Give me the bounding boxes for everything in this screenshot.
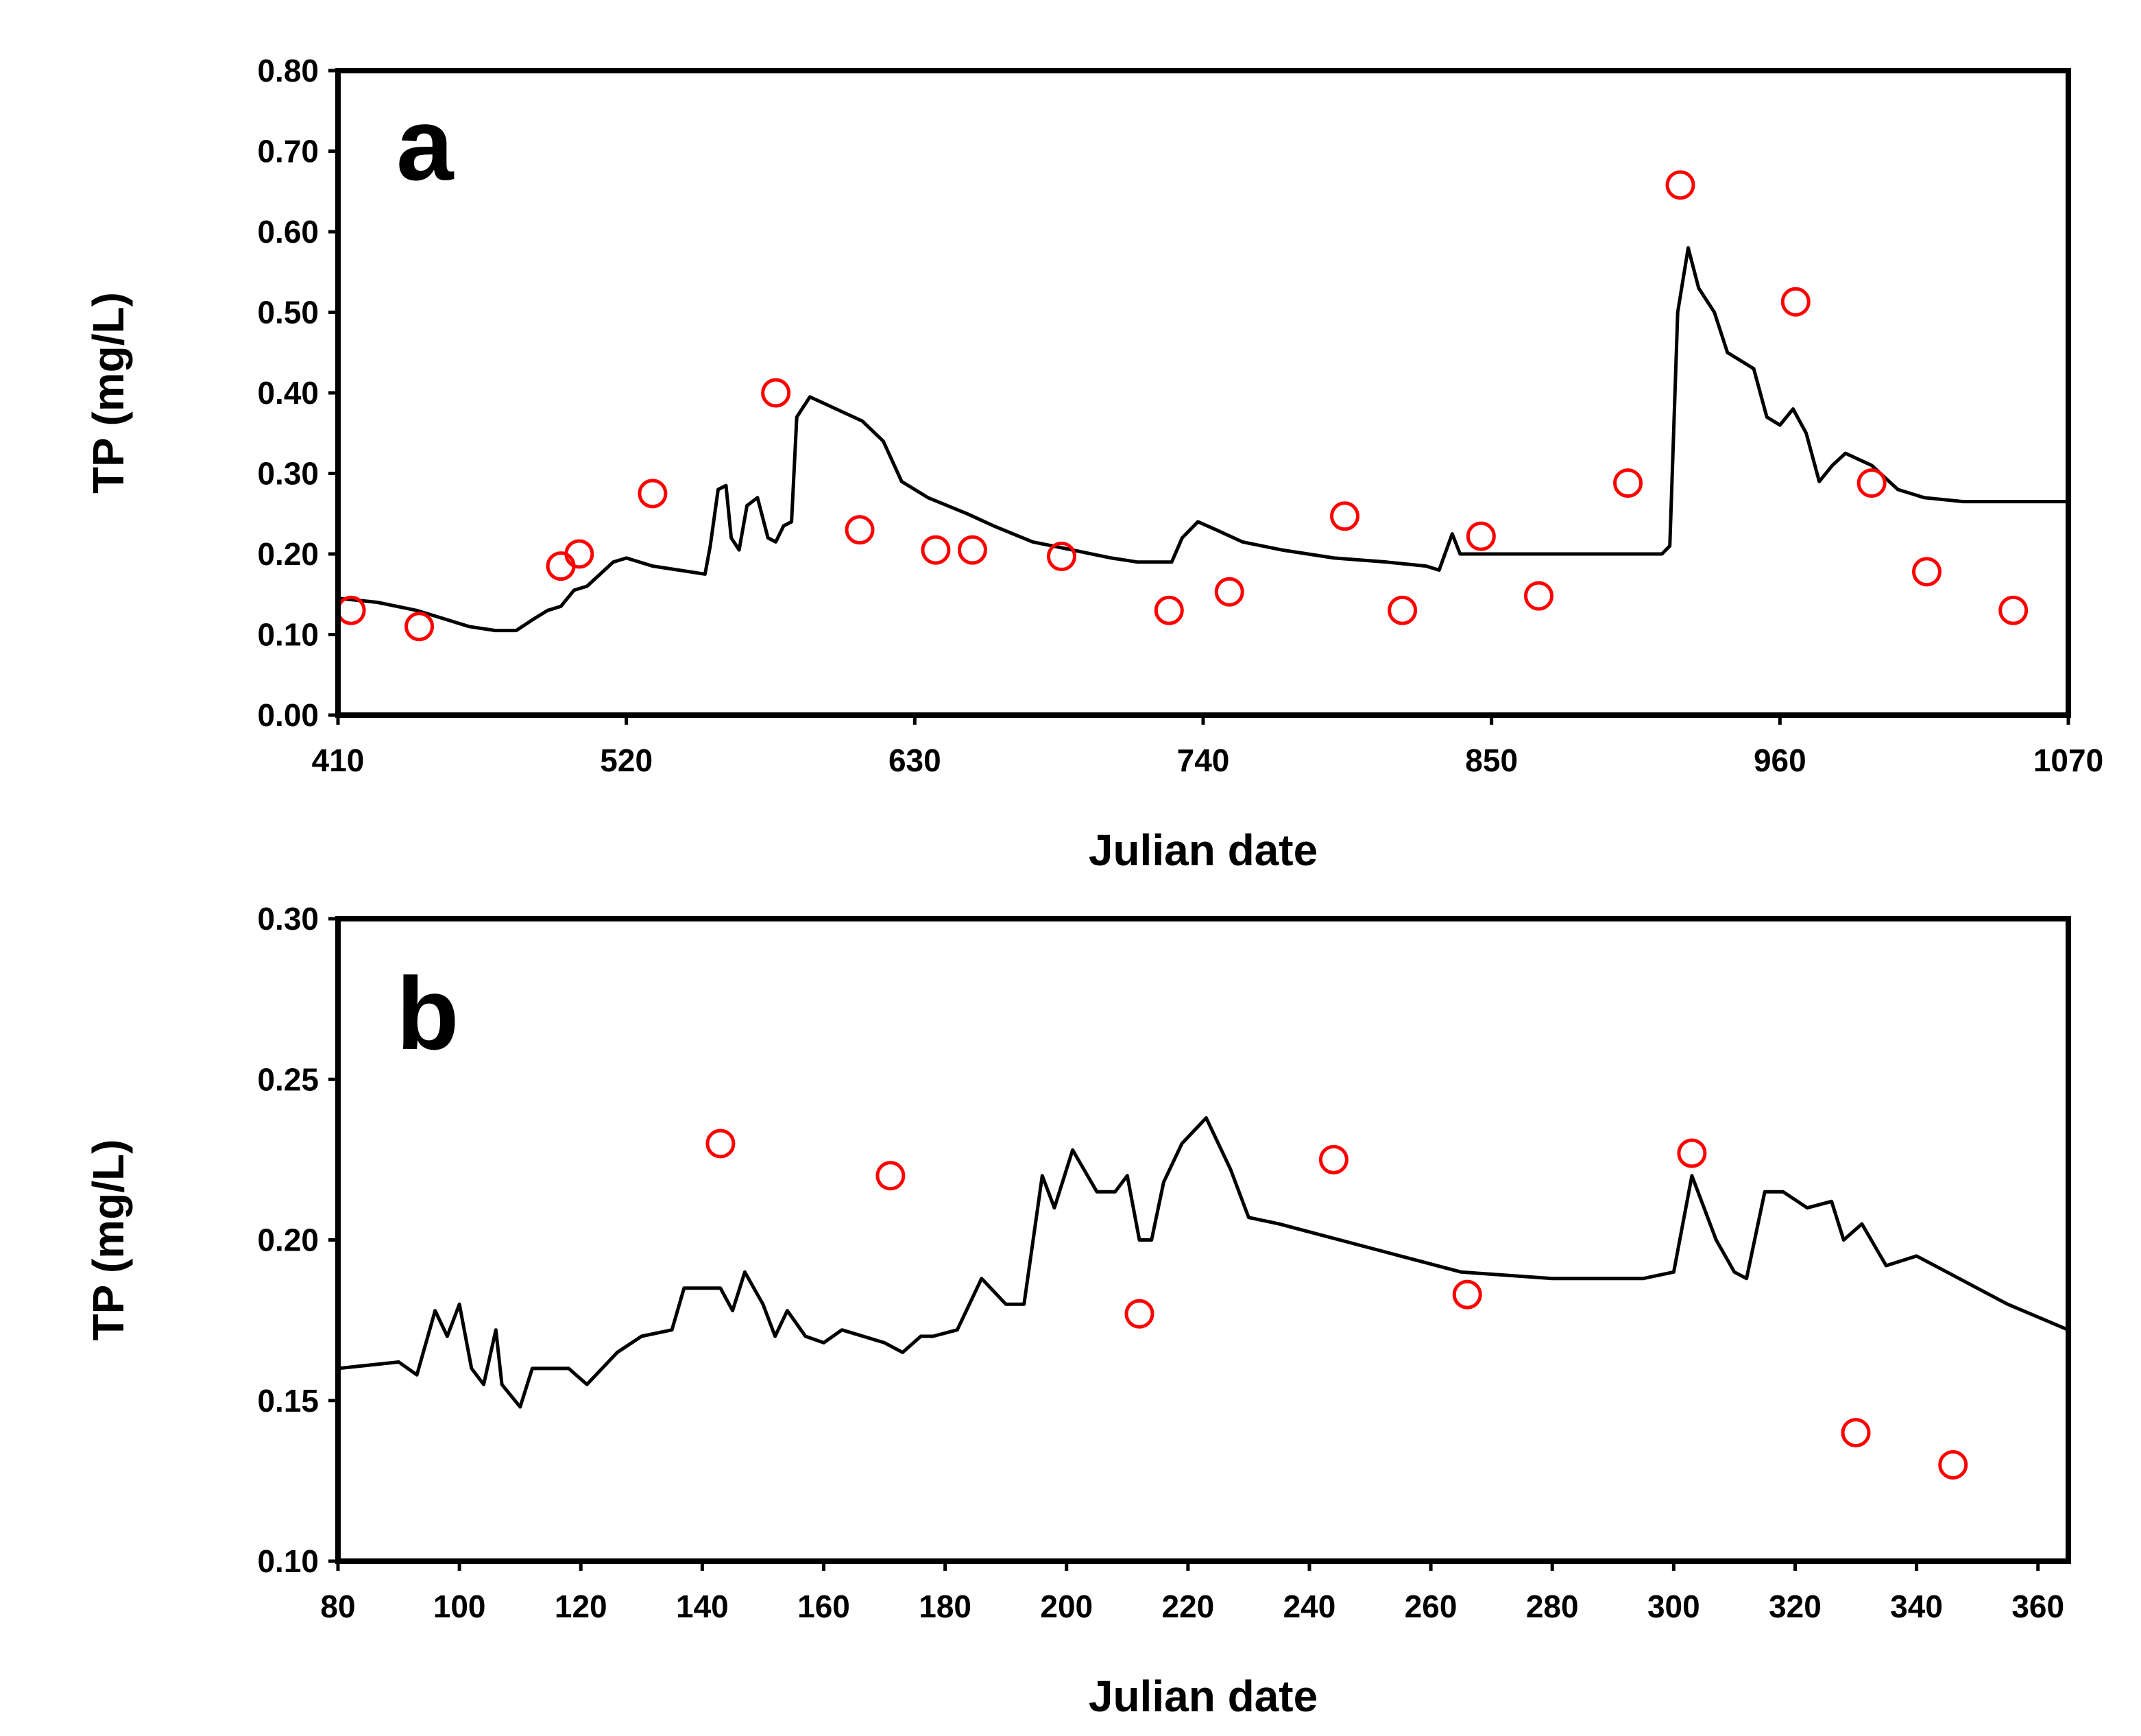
y-tick-label: 0.10 bbox=[257, 1543, 319, 1579]
observed-tp-point bbox=[1524, 581, 1554, 611]
x-tick-label: 240 bbox=[1283, 1589, 1336, 1624]
observed-tp-point bbox=[1154, 595, 1184, 625]
observed-tp-point bbox=[1613, 468, 1643, 498]
x-tick-label: 140 bbox=[676, 1589, 729, 1624]
y-tick-label: 0.30 bbox=[257, 901, 319, 937]
x-tick-label: 120 bbox=[555, 1589, 607, 1624]
x-tick-label: 300 bbox=[1647, 1589, 1700, 1624]
x-tick-label: 180 bbox=[919, 1589, 971, 1624]
observed-tp-point bbox=[957, 535, 987, 565]
x-tick-label: 850 bbox=[1465, 743, 1518, 778]
simulated-tp-line bbox=[338, 246, 2068, 633]
observed-tp-point bbox=[404, 612, 435, 642]
observed-tp-point bbox=[1318, 1144, 1348, 1174]
x-tick-label: 1070 bbox=[2033, 743, 2103, 778]
x-tick-label: 410 bbox=[312, 743, 365, 778]
x-tick-label: 260 bbox=[1405, 1589, 1457, 1624]
y-tick-label: 0.00 bbox=[257, 697, 319, 733]
y-tick-label: 0.20 bbox=[257, 1222, 319, 1258]
x-tick-label: 200 bbox=[1040, 1589, 1093, 1624]
observed-tp-point bbox=[546, 551, 576, 581]
observed-tp-point bbox=[1124, 1299, 1154, 1329]
x-tick-label: 630 bbox=[888, 743, 941, 778]
simulated-tp-line bbox=[338, 1116, 2068, 1409]
y-tick-label: 0.80 bbox=[257, 53, 319, 88]
panel-b: 0.10 0.15 0.20 0.25 0.30 80 100 120 140 160 180 200… bbox=[84, 901, 2071, 1721]
panel-a: 0.00 0.10 0.20 0.30 0.40 0.50 0.60 0.70 0.80 410 5… bbox=[84, 53, 2103, 875]
observed-tp-point bbox=[1780, 287, 1811, 317]
observed-tp-point bbox=[1938, 1449, 1968, 1480]
observed-tp-point bbox=[845, 515, 875, 545]
y-tick-label: 0.25 bbox=[257, 1061, 319, 1097]
y-tick-label: 0.40 bbox=[257, 375, 319, 411]
y-tick-label: 0.50 bbox=[257, 295, 319, 330]
panel-label: a bbox=[396, 86, 455, 202]
observed-tp-point bbox=[1214, 577, 1244, 607]
x-tick-label: 340 bbox=[1890, 1589, 1943, 1624]
observed-tp-point bbox=[1388, 595, 1418, 625]
x-axis-title: Julian date bbox=[1089, 1672, 1318, 1721]
observed-tp-point bbox=[1856, 468, 1887, 498]
y-tick-label: 0.30 bbox=[257, 456, 319, 492]
x-tick-label: 520 bbox=[600, 743, 653, 778]
y-tick-label: 0.10 bbox=[257, 617, 319, 653]
observed-tp-point bbox=[1841, 1418, 1871, 1448]
observed-tp-point bbox=[1665, 170, 1695, 200]
x-tick-label: 280 bbox=[1526, 1589, 1579, 1624]
observed-tp-point bbox=[1466, 521, 1496, 551]
observed-tp-point bbox=[1911, 557, 1942, 587]
y-axis-title: TP (mg/L) bbox=[84, 292, 133, 494]
observed-tp-point bbox=[1046, 542, 1076, 572]
panel-label: b bbox=[396, 956, 459, 1071]
observed-tp-point bbox=[564, 539, 594, 569]
x-tick-label: 80 bbox=[320, 1589, 355, 1624]
observed-tp-point bbox=[1452, 1279, 1482, 1310]
plot-frame bbox=[335, 916, 2071, 1564]
observed-tp-point bbox=[638, 479, 668, 509]
observed-tp-point bbox=[1330, 501, 1360, 531]
x-tick-label: 740 bbox=[1177, 743, 1230, 778]
observed-tp-point bbox=[705, 1129, 736, 1159]
observed-tp-point bbox=[1677, 1138, 1707, 1168]
y-tick-label: 0.70 bbox=[257, 134, 319, 169]
x-tick-label: 160 bbox=[797, 1589, 850, 1624]
series-group bbox=[338, 170, 2068, 642]
observed-tp-point bbox=[921, 535, 951, 565]
series-group bbox=[338, 1116, 2068, 1480]
x-tick-label: 320 bbox=[1769, 1589, 1822, 1624]
plot-frame bbox=[335, 68, 2071, 718]
observed-tp-point bbox=[1998, 595, 2029, 625]
y-axis-title: TP (mg/L) bbox=[84, 1140, 133, 1341]
observed-tp-point bbox=[875, 1161, 906, 1191]
y-tick-label: 0.15 bbox=[257, 1383, 319, 1419]
x-tick-label: 100 bbox=[433, 1589, 486, 1624]
x-tick-label: 960 bbox=[1754, 743, 1806, 778]
x-tick-label: 360 bbox=[2011, 1589, 2064, 1624]
y-tick-label: 0.60 bbox=[257, 214, 319, 250]
observed-tp-point bbox=[761, 378, 791, 408]
x-axis-title: Julian date bbox=[1089, 825, 1318, 875]
x-tick-label: 220 bbox=[1161, 1589, 1214, 1624]
y-tick-label: 0.20 bbox=[257, 536, 319, 572]
